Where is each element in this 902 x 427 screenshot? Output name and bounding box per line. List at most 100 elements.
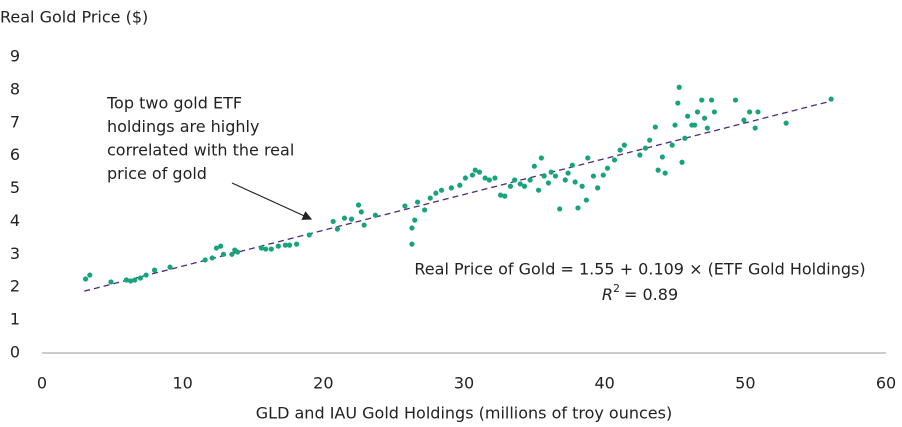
x-tick-label: 50 <box>735 374 755 393</box>
point <box>746 109 753 115</box>
point <box>334 226 340 232</box>
y-tick-label: 2 <box>10 277 20 296</box>
point <box>476 169 483 175</box>
point <box>402 203 408 209</box>
point <box>569 162 575 168</box>
point <box>711 109 717 115</box>
point <box>234 249 241 255</box>
y-axis-label: Real Gold Price ($) <box>0 8 148 27</box>
point <box>294 241 300 247</box>
point <box>595 185 601 191</box>
point <box>676 84 682 90</box>
point <box>552 173 559 179</box>
x-tick-label: 0 <box>37 374 47 393</box>
point <box>755 109 761 115</box>
point <box>427 195 433 201</box>
y-tick-label: 1 <box>10 310 20 329</box>
point <box>412 217 418 223</box>
point <box>672 122 678 128</box>
point <box>330 218 336 225</box>
point <box>409 225 415 231</box>
point <box>783 120 789 126</box>
point <box>517 181 523 187</box>
point <box>448 185 454 191</box>
point <box>123 277 129 283</box>
r-squared: R2 = 0.89 <box>602 282 678 304</box>
point <box>538 155 544 161</box>
point <box>422 207 428 213</box>
trendline <box>84 100 830 292</box>
point <box>585 155 591 161</box>
y-tick-label: 3 <box>10 244 20 263</box>
r-value: = 0.89 <box>624 285 678 304</box>
point <box>694 109 701 115</box>
point <box>213 245 220 251</box>
point <box>268 246 274 252</box>
point <box>704 125 710 131</box>
point <box>732 97 739 103</box>
point <box>341 215 348 221</box>
point <box>492 175 498 181</box>
point <box>590 173 597 179</box>
point <box>531 163 537 169</box>
point <box>647 137 653 143</box>
point <box>87 272 93 278</box>
point <box>167 264 173 270</box>
point <box>583 197 589 203</box>
point <box>355 202 362 208</box>
point <box>579 183 585 189</box>
annotation-line: price of gold <box>107 164 207 183</box>
point <box>469 172 476 178</box>
point <box>521 183 528 189</box>
point <box>218 243 224 249</box>
point <box>438 187 445 193</box>
point <box>752 125 758 131</box>
point <box>433 190 439 196</box>
equation: Real Price of Gold = 1.55 + 0.109 × (ETF… <box>414 260 865 279</box>
point <box>679 159 685 165</box>
point <box>457 182 463 188</box>
point <box>497 192 504 198</box>
x-tick-label: 20 <box>313 374 333 393</box>
point <box>286 242 293 248</box>
point <box>486 177 492 183</box>
point <box>617 147 623 153</box>
point <box>306 232 312 238</box>
annotation-line: Top two gold ETF <box>106 94 242 113</box>
point <box>482 175 488 181</box>
point <box>83 276 89 282</box>
point <box>662 170 668 176</box>
x-tick-label: 10 <box>172 374 192 393</box>
point <box>128 278 134 284</box>
y-tick-label: 8 <box>10 79 20 98</box>
point <box>541 173 547 179</box>
point <box>372 212 378 218</box>
point <box>604 165 611 171</box>
point <box>545 180 552 186</box>
point <box>151 267 158 273</box>
point <box>414 199 421 205</box>
point <box>655 167 661 173</box>
point <box>535 187 542 193</box>
point <box>659 154 665 160</box>
annotation-line: correlated with the real <box>107 141 294 160</box>
point <box>682 135 688 141</box>
point <box>692 122 698 128</box>
point <box>557 206 563 212</box>
y-tick-label: 4 <box>10 211 20 230</box>
point <box>507 183 514 189</box>
point <box>642 145 649 151</box>
point <box>361 222 367 228</box>
point <box>202 257 208 263</box>
point <box>137 275 144 281</box>
point <box>562 177 568 183</box>
point <box>675 100 681 106</box>
point <box>409 241 415 247</box>
point <box>220 251 227 257</box>
point <box>258 245 265 251</box>
point <box>502 193 508 199</box>
point <box>548 169 554 175</box>
x-tick-label: 60 <box>876 374 896 393</box>
point <box>132 277 138 283</box>
